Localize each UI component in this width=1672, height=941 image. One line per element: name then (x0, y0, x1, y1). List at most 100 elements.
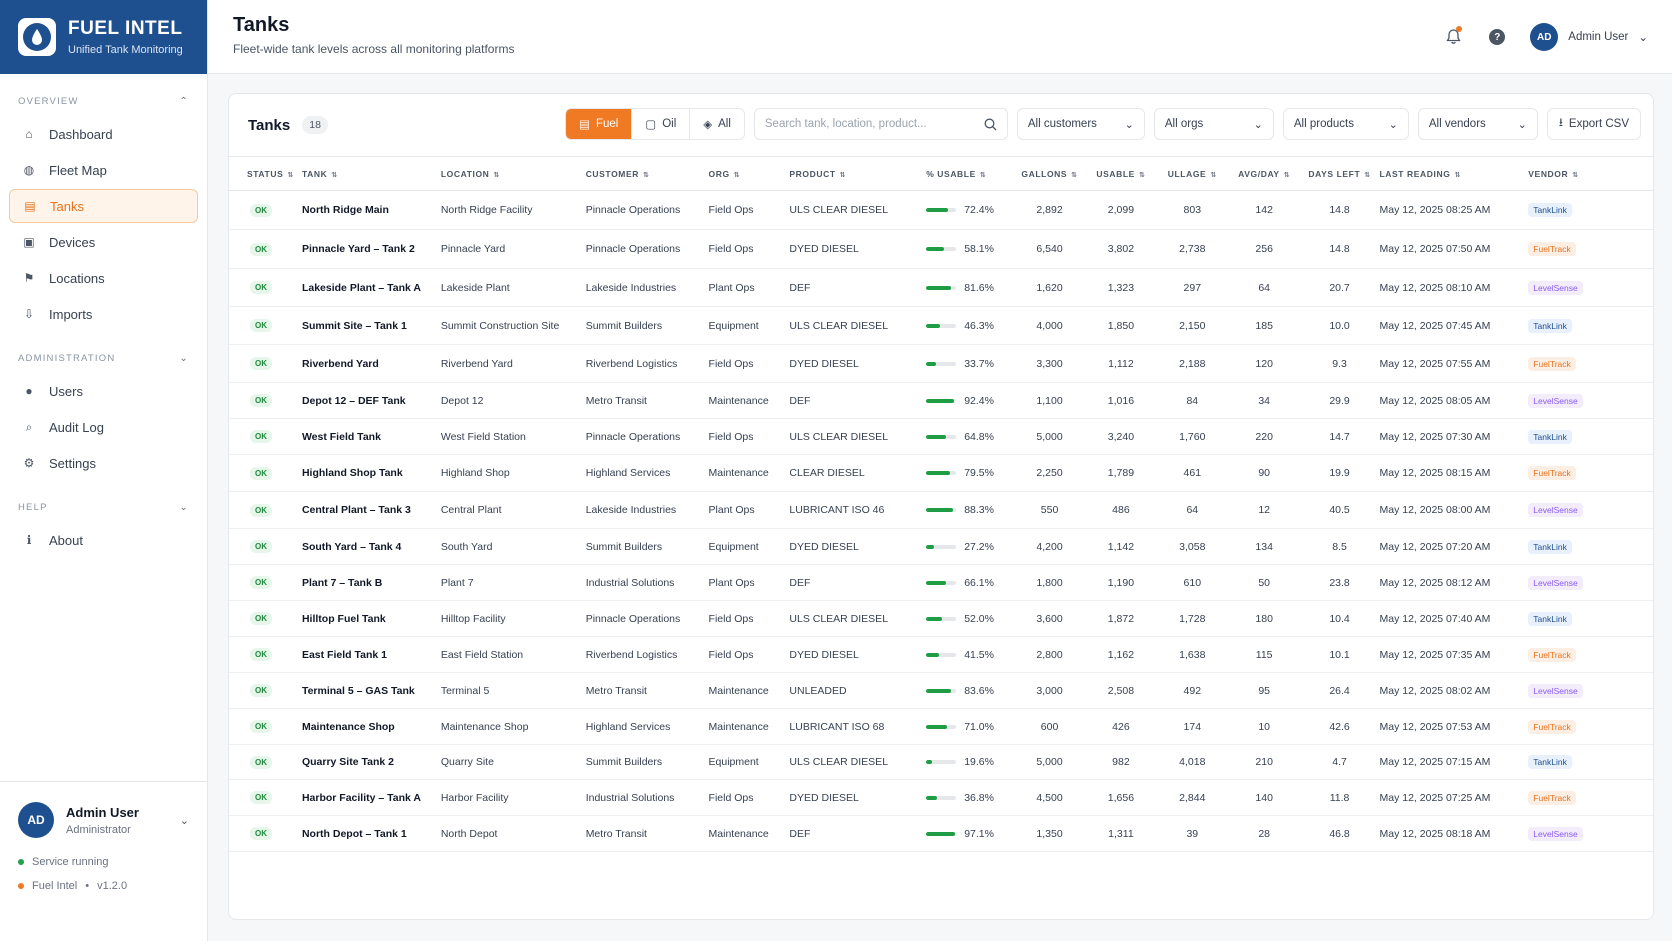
usable-percent-text: 71.0% (964, 720, 994, 733)
nav-section-help[interactable]: HELP ⌄ (0, 502, 207, 513)
column-header[interactable]: ORG ⇅ (709, 157, 790, 191)
org-cell: Maintenance (708, 394, 769, 407)
tank-name-cell: North Depot – Tank 1 (301, 827, 407, 840)
product-filter[interactable]: All products ⌄ (1282, 108, 1409, 140)
status-badge: OK (250, 684, 272, 697)
column-header[interactable]: AVG/DAY ⇅ (1229, 157, 1300, 191)
column-header[interactable]: TANK ⇅ (302, 157, 441, 191)
page-header: Tanks Fleet-wide tank levels across all … (208, 0, 1672, 74)
status-cell: OK (229, 269, 302, 307)
export-csv-button[interactable]: ⭳ Export CSV (1546, 108, 1641, 140)
usable-cell: 426 (1112, 720, 1130, 733)
sidebar-item-users[interactable]: ● Users (9, 374, 198, 408)
table-row[interactable]: OK East Field Tank 1 East Field Station Riv… (229, 637, 1653, 673)
service-status: Service running (18, 856, 189, 868)
usable-percent-text: 41.5% (964, 648, 994, 661)
table-row[interactable]: OK Terminal 5 – GAS Tank Terminal 5 Metro T… (229, 673, 1653, 709)
column-header[interactable]: PRODUCT ⇅ (789, 157, 926, 191)
column-header[interactable]: USABLE ⇅ (1086, 157, 1156, 191)
table-row[interactable]: OK Riverbend Yard Riverbend Yard Riverbend … (229, 345, 1653, 383)
table-row[interactable]: OK Pinnacle Yard – Tank 2 Pinnacle Yard Pin… (229, 230, 1653, 269)
table-row[interactable]: OK Central Plant – Tank 3 Central Plant Lak… (229, 492, 1653, 529)
table-row[interactable]: OK North Ridge Main North Ridge Facility Pi… (229, 191, 1653, 230)
sidebar-item-dashboard[interactable]: ⌂ Dashboard (9, 117, 198, 151)
search-input[interactable] (764, 118, 975, 130)
help-button[interactable]: ? (1486, 26, 1508, 48)
table-row[interactable]: OK Plant 7 – Tank B Plant 7 Industrial Solu… (229, 565, 1653, 601)
tank-name-cell: East Field Tank 1 (301, 648, 387, 661)
sort-icon: ⇅ (1071, 171, 1078, 179)
column-header[interactable]: LOCATION ⇅ (441, 157, 586, 191)
org-cell: Plant Ops (708, 576, 755, 589)
table-row[interactable]: OK South Yard – Tank 4 South Yard Summit Bu… (229, 529, 1653, 565)
column-header[interactable]: DAYS LEFT ⇅ (1300, 157, 1380, 191)
usable-progress-fill (926, 323, 941, 328)
status-badge: OK (250, 466, 272, 480)
usable-progress-bar (926, 652, 957, 657)
sidebar-item-about[interactable]: ℹ About (9, 523, 198, 557)
table-row[interactable]: OK Highland Shop Tank Highland Shop Highlan… (229, 455, 1653, 492)
sort-icon: ⇅ (1572, 171, 1579, 179)
table-row[interactable]: OK North Depot – Tank 1 North Depot Metro T… (229, 816, 1653, 852)
tanks-toolbar: Tanks 18 ▤ Fuel ▢ Oil ◈ All (229, 94, 1653, 156)
column-header[interactable]: ULLAGE ⇅ (1156, 157, 1229, 191)
column-header[interactable]: CUSTOMER ⇅ (586, 157, 709, 191)
gallons-cell: 1,620 (1036, 281, 1063, 294)
sidebar-item-tanks[interactable]: ▤ Tanks (9, 189, 198, 223)
sidebar-item-fleet-map[interactable]: ◍ Fleet Map (9, 153, 198, 187)
column-header[interactable]: LAST READING ⇅ (1380, 157, 1529, 191)
usable-cell: 1,016 (1107, 394, 1135, 407)
table-row[interactable]: OK Summit Site – Tank 1 Summit Constructio… (229, 307, 1653, 345)
table-row[interactable]: OK Harbor Facility – Tank A Harbor Facilit… (229, 780, 1653, 816)
tab-oil[interactable]: ▢ Oil (632, 109, 691, 139)
column-header-label: LOCATION (440, 168, 490, 179)
usable-progress-fill (926, 831, 956, 836)
sidebar-item-devices[interactable]: ▣ Devices (9, 225, 198, 259)
vendor-cell: FuelTrack (1528, 780, 1653, 816)
ullage-cell: 1,638 (1179, 648, 1206, 661)
usable-percent-cell: 81.6% (926, 269, 1013, 307)
chevron-down-icon: ⌄ (1388, 118, 1398, 131)
org-filter[interactable]: All orgs ⌄ (1153, 108, 1274, 140)
table-row[interactable]: OK Depot 12 – DEF Tank Depot 12 Metro Trans… (229, 383, 1653, 419)
usable-percent-cell: 52.0% (926, 601, 1013, 637)
customer-cell: Highland Services (585, 467, 671, 479)
customer-filter[interactable]: All customers ⌄ (1016, 108, 1145, 140)
vendor-cell: TankLink (1528, 745, 1653, 780)
tab-all[interactable]: ◈ All (690, 109, 744, 139)
brand-header[interactable]: FUEL INTEL Unified Tank Monitoring (0, 0, 207, 74)
app-name: Fuel Intel (32, 880, 78, 892)
sidebar-item-audit-log[interactable]: ⌕ Audit Log (9, 410, 198, 444)
table-body: OK North Ridge Main North Ridge Facility Pi… (229, 191, 1653, 852)
header-user-menu[interactable]: AD Admin User ⌄ (1530, 23, 1648, 51)
column-header[interactable]: % USABLE ⇅ (926, 157, 1013, 191)
sidebar-item-imports[interactable]: ⇩ Imports (9, 297, 198, 331)
info-icon: ℹ (26, 533, 32, 547)
table-row[interactable]: OK Lakeside Plant – Tank A Lakeside Plant L… (229, 269, 1653, 307)
avg-day-cell: 220 (1255, 430, 1273, 443)
tab-label: Oil (662, 118, 677, 130)
user-menu[interactable]: AD Admin User Administrator ⌄ (18, 802, 189, 838)
tab-fuel[interactable]: ▤ Fuel (566, 109, 633, 139)
notifications-button[interactable] (1442, 26, 1464, 48)
column-header[interactable]: STATUS ⇅ (229, 157, 302, 191)
product-cell: DEF (789, 576, 811, 589)
table-row[interactable]: OK Quarry Site Tank 2 Quarry Site Summit Bu… (229, 745, 1653, 780)
nav-section-overview[interactable]: OVERVIEW ⌃ (0, 96, 207, 107)
product-type-tabs: ▤ Fuel ▢ Oil ◈ All (565, 108, 745, 140)
sort-icon: ⇅ (1364, 171, 1371, 179)
ullage-cell: 461 (1183, 467, 1202, 479)
status-badge: OK (250, 827, 272, 840)
status-cell: OK (229, 529, 302, 565)
vendor-filter[interactable]: All vendors ⌄ (1417, 108, 1538, 140)
column-header[interactable]: VENDOR ⇅ (1528, 157, 1653, 191)
customer-cell: Pinnacle Operations (585, 204, 681, 216)
sidebar-item-locations[interactable]: ⚑ Locations (9, 261, 198, 295)
table-row[interactable]: OK Hilltop Fuel Tank Hilltop Facility Pinna… (229, 601, 1653, 637)
column-header[interactable]: GALLONS ⇅ (1013, 157, 1086, 191)
nav-section-administration[interactable]: ADMINISTRATION ⌄ (0, 353, 207, 364)
table-row[interactable]: OK Maintenance Shop Maintenance Shop Highla… (229, 709, 1653, 745)
location-cell: North Ridge Facility (440, 204, 533, 216)
sidebar-item-settings[interactable]: ⚙ Settings (9, 446, 198, 480)
table-row[interactable]: OK West Field Tank West Field Station Pinna… (229, 419, 1653, 455)
